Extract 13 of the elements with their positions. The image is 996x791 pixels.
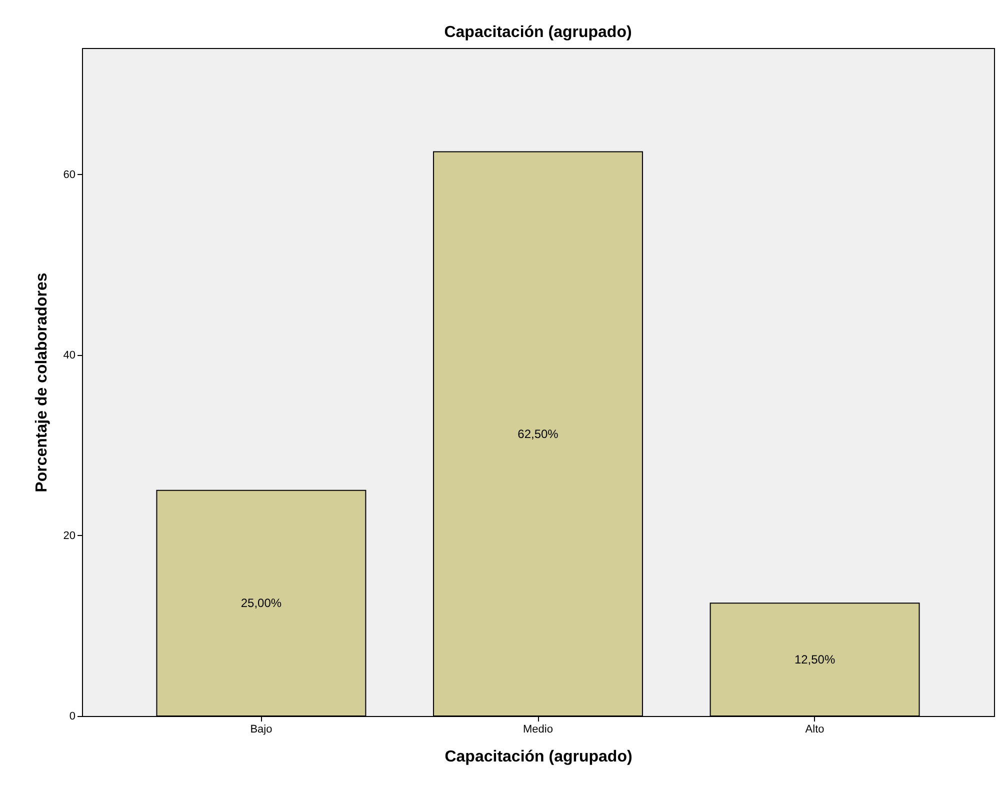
x-tick-label: Bajo: [250, 724, 272, 736]
x-tick-label: Medio: [523, 724, 553, 736]
data-label: 25,00%: [240, 596, 282, 610]
y-axis-title: Porcentaje de colaboradores: [33, 272, 50, 492]
x-axis-title: Capacitación (agrupado): [444, 748, 632, 766]
y-tick-label: 60: [63, 168, 76, 181]
data-label: 12,50%: [794, 652, 836, 667]
y-tick-label: 40: [63, 349, 76, 362]
chart-title: Capacitación (agrupado): [444, 24, 632, 41]
x-tick-label: Alto: [805, 724, 824, 736]
data-label: 62,50%: [518, 426, 559, 441]
y-tick-label: 0: [69, 710, 76, 722]
y-tick-label: 20: [63, 530, 76, 542]
